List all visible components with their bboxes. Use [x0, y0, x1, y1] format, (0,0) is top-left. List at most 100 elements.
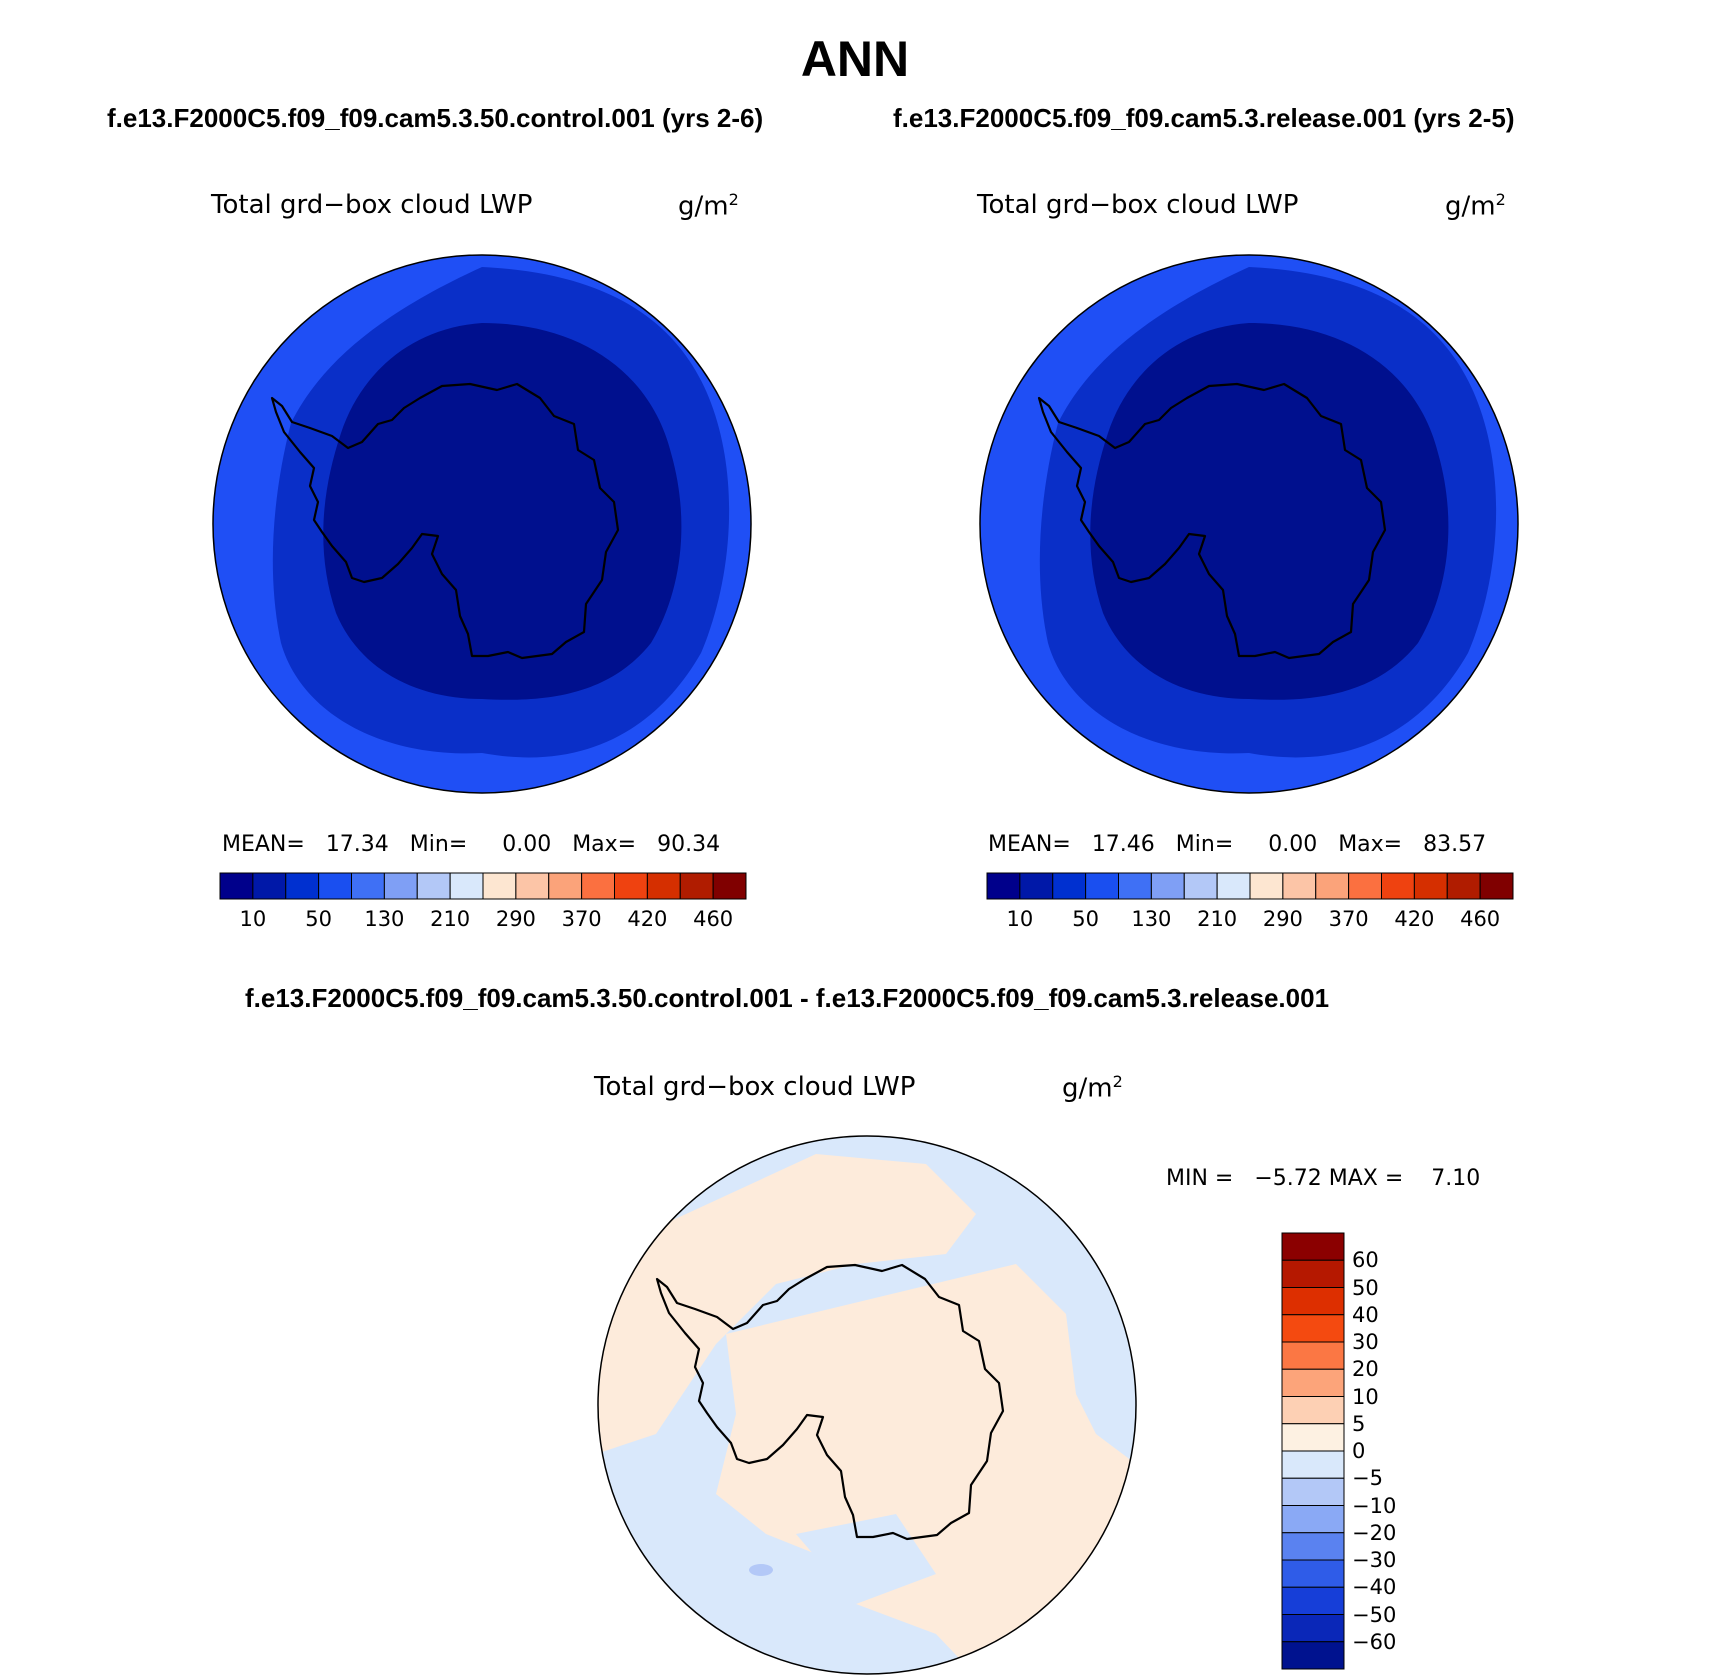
panel2-colorbar-tick-label: 290	[1262, 907, 1303, 931]
diff-colorbar-swatch	[1281, 1341, 1345, 1370]
diff-colorbar-tick-label: 60	[1352, 1248, 1379, 1273]
panel2-colorbar-swatch	[1315, 872, 1350, 900]
panel2-case-title: f.e13.F2000C5.f09_f09.cam5.3.release.001…	[893, 103, 1515, 133]
panel2-variable-label: Total grd−box cloud LWP	[977, 190, 1299, 220]
diff-colorbar-swatch	[1281, 1505, 1345, 1534]
diff-colorbar-swatch	[1281, 1641, 1345, 1670]
panel2-colorbar	[986, 872, 1514, 900]
panel1-colorbar-tick-label: 210	[430, 907, 471, 931]
diff-case-title: f.e13.F2000C5.f09_f09.cam5.3.50.control.…	[245, 983, 1330, 1013]
diff-colorbar-swatch	[1281, 1287, 1345, 1316]
diff-colorbar-tick-label: 40	[1352, 1302, 1379, 1327]
panel2-colorbar-tick-label: 130	[1131, 907, 1172, 931]
panel2-colorbar-swatch	[1348, 872, 1382, 900]
panel1-colorbar-swatch	[252, 872, 287, 900]
diff-colorbar-tick-label: 10	[1352, 1384, 1379, 1409]
panel1-colorbar-swatch	[515, 872, 550, 900]
panel2-colorbar-swatch	[1479, 872, 1514, 900]
panel1-colorbar-swatch	[614, 872, 648, 900]
diff-colorbar-swatch	[1281, 1586, 1345, 1615]
panel2-colorbar-tick-label: 50	[1072, 907, 1099, 931]
panel2-colorbar-swatch	[1381, 872, 1415, 900]
panel1-colorbar-tick-label: 420	[627, 907, 668, 931]
panel2-colorbar-swatch	[1085, 872, 1119, 900]
diff-colorbar-swatch	[1281, 1614, 1345, 1643]
diff-colorbar-swatch	[1281, 1559, 1345, 1588]
panel2-colorbar-swatch	[1446, 872, 1481, 900]
panel1-colorbar-tick-label: 290	[495, 907, 536, 931]
diff-polar-map	[597, 1135, 1137, 1675]
panel1-colorbar-swatch	[679, 872, 714, 900]
panel1-colorbar-swatch	[646, 872, 681, 900]
panel1-colorbar-swatch	[351, 872, 385, 900]
panel2-coastline	[1037, 382, 1387, 660]
panel1-case-title: f.e13.F2000C5.f09_f09.cam5.3.50.control.…	[107, 103, 764, 133]
panel2-colorbar-swatch	[986, 872, 1021, 900]
diff-colorbar-tick-label: −40	[1352, 1575, 1397, 1600]
panel2-polar-map	[979, 254, 1519, 794]
panel2-colorbar-swatch	[1118, 872, 1152, 900]
diff-colorbar-swatch	[1281, 1232, 1345, 1261]
diff-colorbar-swatch	[1281, 1396, 1345, 1425]
panel1-map-boundary	[212, 254, 752, 794]
diff-colorbar-tick-label: 20	[1352, 1357, 1379, 1382]
diff-colorbar	[1281, 1232, 1345, 1670]
diff-colorbar-tick-label: 50	[1352, 1275, 1379, 1300]
diff-colorbar-swatch	[1281, 1259, 1345, 1288]
panel1-colorbar-swatch	[416, 872, 451, 900]
panel1-units-label: g/m2	[678, 190, 739, 222]
panel1-colorbar-swatch	[712, 872, 747, 900]
diff-colorbar-swatch	[1281, 1450, 1345, 1479]
panel2-colorbar-swatch	[1183, 872, 1218, 900]
diff-colorbar-tick-label: 0	[1352, 1439, 1366, 1463]
panel1-colorbar-tick-label: 10	[239, 907, 267, 931]
diff-negative-patch-2	[749, 1564, 773, 1576]
panel1-colorbar-tick-label: 460	[693, 907, 734, 931]
diff-colorbar-tick-label: −50	[1352, 1602, 1397, 1627]
panel1-map-fill	[213, 255, 751, 793]
panel2-inner-band	[1090, 323, 1449, 700]
panel1-inner-band	[323, 323, 682, 700]
panel1-colorbar-tick-label: 50	[305, 907, 332, 931]
panel2-colorbar-tick-label: 420	[1394, 907, 1435, 931]
panel2-stats: MEAN= 17.46 Min= 0.00 Max= 83.57	[988, 832, 1487, 857]
diff-positive-region-a	[598, 1154, 976, 1454]
panel1-colorbar-swatch	[482, 872, 517, 900]
panel1-colorbar-swatch	[548, 872, 583, 900]
figure-title: ANN	[800, 31, 910, 87]
panel2-colorbar-tick-label: 460	[1460, 907, 1501, 931]
panel2-colorbar-tick-label: 370	[1328, 907, 1369, 931]
diff-colorbar-tick-label: −20	[1352, 1520, 1397, 1545]
panel2-colorbar-swatch	[1216, 872, 1251, 900]
panel2-colorbar-swatch	[1150, 872, 1185, 900]
diff-colorbar-swatch	[1281, 1423, 1345, 1452]
diff-colorbar-tick-label: −30	[1352, 1548, 1397, 1572]
panel2-colorbar-swatch	[1413, 872, 1448, 900]
panel1-colorbar-swatch	[219, 872, 254, 900]
diff-colorbar-tick-label: −60	[1352, 1629, 1397, 1654]
diff-units-label: g/m2	[1062, 1072, 1123, 1104]
diff-minmax: MIN = −5.72 MAX = 7.10	[1166, 1166, 1481, 1191]
diff-map-fill	[598, 1136, 1136, 1674]
panel1-colorbar-swatch	[449, 872, 484, 900]
diff-colorbar-tick-label: 30	[1352, 1330, 1379, 1354]
panel1-coastline	[270, 382, 620, 660]
panel1-colorbar-swatch	[581, 872, 615, 900]
diff-colorbar-tick-label: −5	[1352, 1466, 1383, 1491]
diff-colorbar-swatch	[1281, 1368, 1345, 1397]
panel1-colorbar	[219, 872, 747, 900]
panel1-stats: MEAN= 17.34 Min= 0.00 Max= 90.34	[222, 832, 721, 857]
diff-colorbar-swatch	[1281, 1477, 1345, 1506]
diff-positive-region-b	[716, 1264, 1136, 1674]
panel1-colorbar-swatch	[318, 872, 352, 900]
diff-colorbar-swatch	[1281, 1314, 1345, 1343]
diff-variable-label: Total grd−box cloud LWP	[594, 1072, 916, 1102]
panel2-colorbar-tick-label: 210	[1197, 907, 1238, 931]
panel2-map-boundary	[979, 254, 1519, 794]
panel1-colorbar-swatch	[383, 872, 418, 900]
panel1-variable-label: Total grd−box cloud LWP	[211, 190, 533, 220]
panel1-polar-map	[212, 254, 752, 794]
panel2-colorbar-tick-label: 10	[1006, 907, 1034, 931]
panel1-colorbar-tick-label: 370	[561, 907, 602, 931]
panel2-colorbar-swatch	[1019, 872, 1054, 900]
